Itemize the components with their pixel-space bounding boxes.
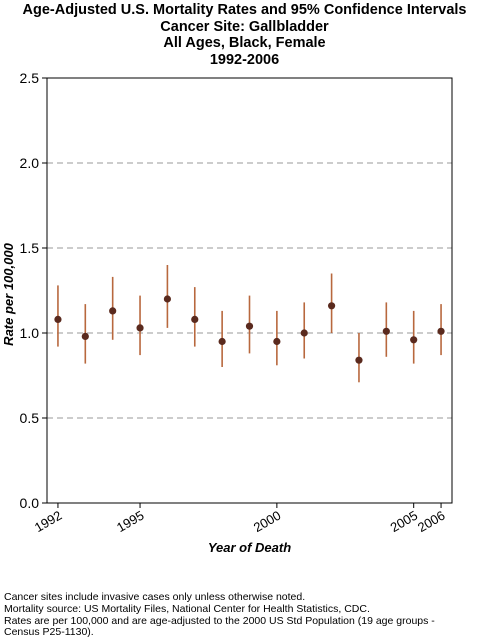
data-point xyxy=(410,336,418,344)
data-point xyxy=(191,315,199,323)
footnotes: Cancer sites include invasive cases only… xyxy=(4,591,488,639)
data-point xyxy=(245,322,254,330)
y-tick-label: 0.0 xyxy=(20,495,40,511)
y-tick-label: 0.5 xyxy=(20,410,40,426)
chart-subtitle-site: Cancer Site: Gallbladder xyxy=(160,18,329,35)
footnote-line: Census P25-1130). xyxy=(4,626,94,639)
x-axis-title: Year of Death xyxy=(208,540,291,555)
data-point xyxy=(81,332,89,340)
data-point xyxy=(109,307,117,315)
data-point xyxy=(218,337,226,346)
y-tick-label: 2.5 xyxy=(20,70,40,86)
data-point xyxy=(54,315,62,323)
y-tick-label: 2.0 xyxy=(20,155,40,171)
chart-subtitle-years: 1992-2006 xyxy=(209,51,280,68)
x-tick-label: 1995 xyxy=(114,508,147,535)
plot-frame xyxy=(46,77,453,504)
footnote-line: Cancer sites include invasive cases only… xyxy=(4,591,306,603)
x-tick-label: 1992 xyxy=(32,508,65,535)
footnote-line: Mortality source: US Mortality Files, Na… xyxy=(4,602,370,615)
data-point xyxy=(136,324,144,332)
data-point xyxy=(355,356,363,364)
chart-titles: Age-Adjusted U.S. Mortality Rates and 95… xyxy=(0,2,489,68)
y-tick-label: 1.0 xyxy=(20,325,40,341)
data-point xyxy=(273,337,281,346)
chart-title: Age-Adjusted U.S. Mortality Rates and 95… xyxy=(22,2,467,18)
data-point xyxy=(382,327,390,335)
data-point xyxy=(327,302,336,310)
footnote-line: Rates are per 100,000 and are age-adjust… xyxy=(4,614,435,627)
x-tick-label: 2000 xyxy=(251,508,284,535)
data-point xyxy=(300,329,308,337)
data-point xyxy=(437,327,445,335)
chart-subtitle-group: All Ages, Black, Female xyxy=(163,35,326,51)
x-tick-label: 2006 xyxy=(415,508,448,535)
y-axis-title: Rate per 100,000 xyxy=(1,242,16,345)
data-point xyxy=(163,295,172,303)
y-tick-label: 1.5 xyxy=(20,240,40,256)
